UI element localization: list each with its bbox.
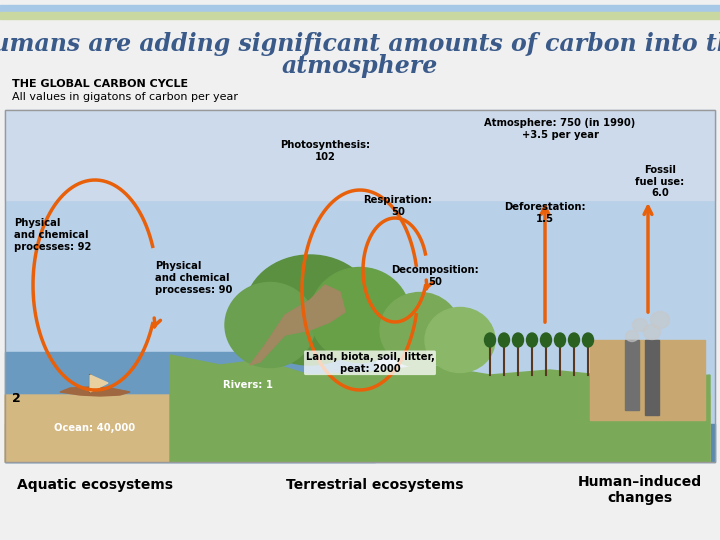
Text: THE GLOBAL CARBON CYCLE: THE GLOBAL CARBON CYCLE [12,79,188,89]
Bar [0,5,720,12]
Bar [5,110,715,462]
Ellipse shape [485,333,495,347]
Polygon shape [5,390,710,462]
Ellipse shape [380,293,460,368]
Text: Photosynthesis:
102: Photosynthesis: 102 [280,140,370,161]
Text: 2: 2 [12,392,21,404]
Text: Respiration:
50: Respiration: 50 [364,195,433,217]
Text: Fossil
fuel use:
6.0: Fossil fuel use: 6.0 [635,165,685,198]
Text: Decomposition:
50: Decomposition: 50 [391,265,479,287]
Text: Physical
and chemical
processes: 92: Physical and chemical processes: 92 [14,218,91,252]
Bar [5,424,715,462]
Ellipse shape [554,333,565,347]
Ellipse shape [245,255,375,365]
Ellipse shape [626,330,639,341]
Text: Terrestrial ecosystems: Terrestrial ecosystems [287,478,464,492]
Bar [0,12,720,19]
Polygon shape [170,355,710,462]
Ellipse shape [650,312,670,328]
Ellipse shape [513,333,523,347]
Bar [5,352,375,462]
Ellipse shape [569,333,580,347]
Polygon shape [90,375,108,392]
Text: Aquatic ecosystems: Aquatic ecosystems [17,478,173,492]
Bar [645,340,659,415]
Ellipse shape [644,325,660,340]
Bar [625,340,639,410]
Text: Humans are adding significant amounts of carbon into the: Humans are adding significant amounts of… [0,32,720,56]
Text: All values in gigatons of carbon per year: All values in gigatons of carbon per yea… [12,92,238,102]
Ellipse shape [225,282,315,368]
Text: Land, biota, soil, litter,
peat: 2000: Land, biota, soil, litter, peat: 2000 [305,352,434,374]
Text: Rivers: 1: Rivers: 1 [223,380,273,390]
Ellipse shape [582,333,593,347]
Ellipse shape [526,333,538,347]
Text: Deforestation:
1.5: Deforestation: 1.5 [504,202,586,224]
Ellipse shape [310,267,410,362]
Text: Ocean: 40,000: Ocean: 40,000 [55,423,135,433]
Text: Human–induced
changes: Human–induced changes [578,475,702,505]
Bar [5,110,715,462]
Ellipse shape [632,319,647,332]
Text: Atmosphere: 750 (in 1990)
+3.5 per year: Atmosphere: 750 (in 1990) +3.5 per year [485,118,636,140]
Text: atmosphere: atmosphere [282,54,438,78]
Ellipse shape [425,307,495,373]
Bar [5,110,715,200]
Bar [590,340,705,420]
Ellipse shape [541,333,552,347]
Polygon shape [250,285,345,365]
Ellipse shape [498,333,510,347]
Polygon shape [60,387,130,396]
Text: Physical
and chemical
processes: 90: Physical and chemical processes: 90 [155,261,233,295]
